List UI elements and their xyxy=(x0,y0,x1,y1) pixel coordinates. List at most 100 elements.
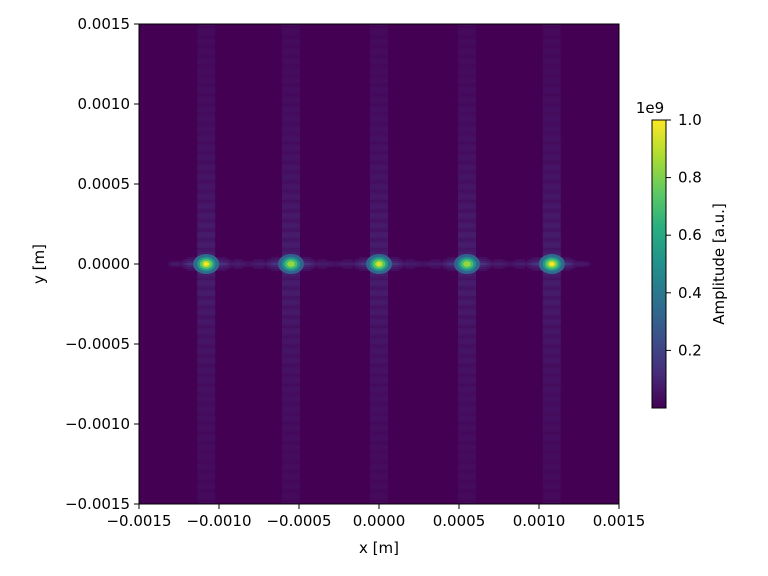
heatmap-vertical-lobe xyxy=(197,344,216,346)
heatmap-horizontal-band xyxy=(327,263,329,265)
heatmap-vertical-lobe xyxy=(458,322,476,324)
heatmap-vertical-lobe xyxy=(458,114,476,116)
heatmap-vertical-lobe xyxy=(542,176,561,178)
heatmap-vertical-lobe xyxy=(370,110,388,112)
heatmap-vertical-lobe xyxy=(458,480,476,482)
heatmap-vertical-lobe xyxy=(197,452,216,454)
heatmap-vertical-lobe xyxy=(282,386,300,388)
heatmap-horizontal-band xyxy=(339,265,341,267)
heatmap-vertical-lobe xyxy=(370,464,388,466)
heatmap-horizontal-band xyxy=(279,269,281,271)
heatmap-horizontal-band xyxy=(481,263,483,265)
heatmap-vertical-lobe xyxy=(542,142,561,144)
heatmap-vertical-lobe xyxy=(542,202,561,204)
heatmap-vertical-lobe xyxy=(197,248,216,250)
heatmap-vertical-lobe xyxy=(458,140,476,142)
heatmap-horizontal-band xyxy=(439,259,441,261)
heatmap-horizontal-band xyxy=(353,263,355,265)
heatmap-vertical-lobe xyxy=(370,122,388,124)
heatmap-vertical-lobe xyxy=(197,130,216,132)
heatmap-vertical-lobe xyxy=(197,346,216,348)
heatmap-vertical-lobe xyxy=(458,388,476,390)
heatmap-vertical-lobe xyxy=(458,146,476,148)
heatmap-vertical-lobe xyxy=(197,172,216,174)
heatmap-vertical-lobe xyxy=(282,362,300,364)
heatmap-horizontal-band xyxy=(389,257,391,259)
heatmap-vertical-lobe xyxy=(458,84,476,86)
heatmap-peak-ring xyxy=(549,262,555,266)
heatmap-horizontal-band xyxy=(483,263,485,265)
heatmap-vertical-lobe xyxy=(197,216,216,218)
heatmap-vertical-lobe xyxy=(282,86,300,88)
heatmap-horizontal-band xyxy=(317,259,319,261)
heatmap-horizontal-band xyxy=(507,261,509,263)
heatmap-vertical-lobe xyxy=(542,242,561,244)
heatmap-vertical-lobe xyxy=(458,252,476,254)
heatmap-vertical-lobe xyxy=(542,166,561,168)
heatmap-vertical-lobe xyxy=(458,176,476,178)
heatmap-horizontal-band xyxy=(235,265,237,267)
heatmap-horizontal-band xyxy=(179,263,181,265)
heatmap-vertical-lobe xyxy=(370,402,388,404)
heatmap-vertical-lobe xyxy=(197,162,216,164)
heatmap-vertical-lobe xyxy=(197,298,216,300)
heatmap-horizontal-band xyxy=(497,267,499,269)
heatmap-horizontal-band xyxy=(357,263,359,265)
heatmap-vertical-lobe xyxy=(197,480,216,482)
heatmap-vertical-lobe xyxy=(542,132,561,134)
heatmap-vertical-lobe xyxy=(458,250,476,252)
heatmap-vertical-lobe xyxy=(370,278,388,280)
heatmap-horizontal-band xyxy=(445,263,447,265)
heatmap-horizontal-band xyxy=(569,257,571,259)
heatmap-vertical-lobe xyxy=(282,188,300,190)
heatmap-vertical-lobe xyxy=(370,440,388,442)
heatmap-vertical-lobe xyxy=(370,378,388,380)
heatmap-vertical-lobe xyxy=(370,330,388,332)
heatmap-horizontal-band xyxy=(271,265,273,267)
heatmap-vertical-lobe xyxy=(458,296,476,298)
heatmap-horizontal-band xyxy=(507,263,509,265)
heatmap-vertical-lobe xyxy=(197,306,216,308)
heatmap-horizontal-band xyxy=(495,267,497,269)
heatmap-horizontal-band xyxy=(345,267,347,269)
heatmap-horizontal-band xyxy=(529,261,531,263)
heatmap-vertical-lobe xyxy=(197,112,216,114)
heatmap-vertical-lobe xyxy=(458,302,476,304)
heatmap-vertical-lobe xyxy=(370,236,388,238)
heatmap-vertical-lobe xyxy=(458,60,476,62)
heatmap-vertical-lobe xyxy=(197,32,216,34)
heatmap-vertical-lobe xyxy=(370,242,388,244)
heatmap-horizontal-band xyxy=(407,259,409,261)
heatmap-peak-ring xyxy=(376,262,382,266)
heatmap-horizontal-band xyxy=(305,263,307,265)
heatmap-vertical-lobe xyxy=(197,368,216,370)
heatmap-horizontal-band xyxy=(501,261,503,263)
heatmap-vertical-lobe xyxy=(370,370,388,372)
heatmap-vertical-lobe xyxy=(282,366,300,368)
heatmap-vertical-lobe xyxy=(542,30,561,32)
heatmap-vertical-lobe xyxy=(370,480,388,482)
heatmap-horizontal-band xyxy=(451,257,453,259)
heatmap-vertical-lobe xyxy=(282,78,300,80)
heatmap-horizontal-band xyxy=(391,267,393,269)
colorbar-label: Amplitude [a.u.] xyxy=(710,203,728,325)
heatmap-vertical-lobe xyxy=(282,410,300,412)
heatmap-vertical-lobe xyxy=(370,184,388,186)
heatmap-horizontal-band xyxy=(575,265,577,267)
heatmap-peak xyxy=(278,254,304,274)
heatmap-horizontal-band xyxy=(353,265,355,267)
heatmap-vertical-lobe xyxy=(370,130,388,132)
heatmap-vertical-lobe xyxy=(370,324,388,326)
heatmap-vertical-lobe xyxy=(282,354,300,356)
heatmap-vertical-lobe xyxy=(197,124,216,126)
heatmap-vertical-lobe xyxy=(282,94,300,96)
heatmap-vertical-lobe xyxy=(542,458,561,460)
heatmap-vertical-lobe xyxy=(197,484,216,486)
heatmap-vertical-lobe xyxy=(458,412,476,414)
heatmap-vertical-lobe xyxy=(370,228,388,230)
heatmap-horizontal-band xyxy=(359,259,361,261)
heatmap-horizontal-band xyxy=(255,259,257,261)
heatmap-vertical-lobe xyxy=(542,102,561,104)
heatmap-horizontal-band xyxy=(527,265,529,267)
heatmap-vertical-lobe xyxy=(282,76,300,78)
